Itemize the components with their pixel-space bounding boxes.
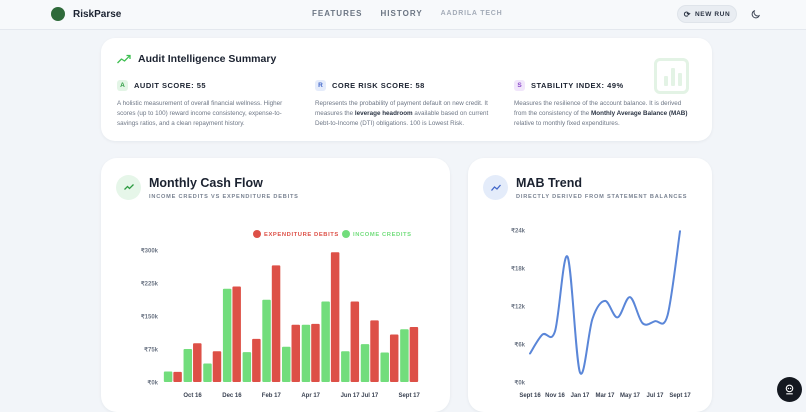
metric-emphasis: Monthly Average Balance (MAB) (591, 110, 688, 117)
x-tick-label: Jul 17 (361, 393, 379, 399)
metric-description: Represents the probability of payment de… (315, 100, 489, 127)
income-bar (301, 324, 311, 382)
card-title: Monthly Cash Flow (149, 176, 263, 190)
x-tick-label: May 17 (620, 393, 641, 399)
metric-badge: R (315, 80, 326, 91)
x-tick-label: Nov 16 (545, 393, 565, 399)
trending-up-icon (483, 175, 508, 200)
expenditure-bar (212, 351, 222, 382)
card-subtitle: INCOME CREDITS VS EXPENDITURE DEBITS (149, 194, 299, 200)
y-tick-label: ₹12k (511, 304, 525, 311)
metric-description: Measures the resilience of the account b… (514, 100, 688, 127)
mab-trend-card: MAB Trend DIRECTLY DERIVED FROM STATEMEN… (468, 158, 712, 412)
expenditure-bar (389, 334, 399, 382)
legend-label-expenditure: EXPENDITURE DEBITS (264, 232, 339, 238)
x-tick-label: Jan 17 (571, 393, 590, 399)
metric-badge: S (514, 80, 525, 91)
trending-up-icon (117, 54, 131, 64)
metric-label: CORE RISK SCORE: 58 (332, 81, 425, 90)
nav-link-history[interactable]: HISTORY (380, 9, 423, 18)
x-tick-label: Oct 16 (183, 393, 202, 399)
expenditure-bar (350, 301, 360, 382)
card-title: MAB Trend (516, 176, 582, 190)
x-tick-label: Dec 16 (222, 393, 242, 399)
main-nav: FEATURES HISTORY AADRILA TECH (312, 9, 503, 18)
income-bar (203, 363, 212, 382)
expenditure-bar (409, 327, 419, 382)
x-tick-label: Sept 17 (398, 393, 420, 399)
y-tick-label: ₹300k (141, 248, 159, 255)
metric-stability-index: S STABILITY INDEX: 49% Measures the resi… (514, 80, 694, 129)
expenditure-bar (252, 338, 261, 382)
moon-icon (751, 9, 760, 18)
theme-toggle-button[interactable] (748, 7, 762, 21)
assistant-button[interactable] (777, 377, 802, 402)
audit-summary-card: Audit Intelligence Summary A AUDIT SCORE… (101, 38, 712, 141)
y-tick-label: ₹150k (141, 314, 159, 321)
income-bar (360, 344, 370, 382)
summary-heading: Audit Intelligence Summary (117, 53, 276, 65)
legend-swatch-income (342, 230, 350, 238)
y-tick-label: ₹6k (515, 342, 526, 349)
income-bar (282, 346, 291, 382)
expenditure-bar (370, 320, 379, 382)
brand-name: RiskParse (73, 8, 122, 20)
income-bar (242, 352, 252, 382)
y-tick-label: ₹0k (515, 380, 526, 387)
metric-audit-score: A AUDIT SCORE: 55 A holistic measurement… (117, 80, 297, 129)
expenditure-bar (173, 371, 182, 382)
x-tick-label: Jul 17 (646, 393, 664, 399)
income-bar (262, 299, 271, 382)
refresh-icon: ⟳ (683, 9, 692, 19)
bar-chart-watermark-icon (654, 58, 689, 94)
income-bar (321, 301, 330, 382)
mab-trend-chart: ₹0k ₹6k ₹12k ₹18k ₹24k Sept 16 Nov 16 Jan 17 Mar… (511, 228, 691, 400)
legend-label-income: INCOME CREDITS (353, 232, 412, 238)
brand-logo-icon (51, 7, 65, 21)
trend-arrows-icon (116, 175, 141, 200)
monthly-cash-flow-card: Monthly Cash Flow INCOME CREDITS VS EXPE… (101, 158, 450, 412)
mab-series-line (529, 230, 681, 375)
expenditure-bar (291, 324, 300, 382)
x-tick-label: Feb 17 (262, 393, 282, 399)
x-tick-label: Apr 17 (301, 393, 320, 399)
metric-label: STABILITY INDEX: 49% (531, 81, 624, 90)
brand[interactable]: RiskParse (51, 7, 121, 21)
income-bar (222, 288, 232, 382)
metric-core-risk-score: R CORE RISK SCORE: 58 Represents the pro… (315, 80, 495, 129)
metric-badge: A (117, 80, 128, 91)
x-tick-label: Jun 17 (341, 393, 361, 399)
y-tick-label: ₹75k (144, 347, 158, 354)
nav-link-aadrila-tech[interactable]: AADRILA TECH (440, 10, 503, 17)
legend-swatch-expenditure (253, 230, 261, 238)
y-tick-label: ₹24k (511, 228, 525, 235)
income-bar (400, 329, 409, 382)
expenditure-bar (330, 252, 340, 382)
nav-link-features[interactable]: FEATURES (312, 9, 363, 18)
y-tick-label: ₹225k (141, 281, 159, 288)
income-bar (183, 349, 193, 382)
card-subtitle: DIRECTLY DERIVED FROM STATEMENT BALANCES (516, 194, 688, 200)
top-navbar: RiskParse FEATURES HISTORY AADRILA TECH … (0, 0, 806, 30)
y-tick-label: ₹18k (511, 266, 525, 273)
income-bar (380, 352, 389, 382)
y-tick-label: ₹0k (148, 380, 159, 387)
x-tick-label: Sept 17 (669, 393, 691, 399)
income-bar (163, 371, 173, 382)
cash-flow-chart: ₹0k ₹75k ₹150k ₹225k ₹300k Oct 16 Dec 16 Feb 17… (141, 230, 420, 399)
metric-label: AUDIT SCORE: 55 (134, 81, 207, 90)
expenditure-bar (232, 286, 241, 382)
expenditure-bar (271, 265, 281, 382)
metric-description: A holistic measurement of overall financ… (117, 100, 283, 127)
expenditure-bar (311, 323, 320, 382)
x-tick-label: Mar 17 (595, 393, 615, 399)
metric-emphasis: leverage headroom (354, 110, 413, 117)
income-bar (341, 351, 350, 382)
assistant-icon (785, 384, 794, 395)
new-run-button[interactable]: ⟳ NEW RUN (677, 5, 737, 23)
new-run-label: NEW RUN (695, 10, 731, 18)
x-tick-label: Sept 16 (519, 393, 541, 399)
summary-title: Audit Intelligence Summary (138, 53, 277, 65)
expenditure-bar (193, 343, 202, 382)
